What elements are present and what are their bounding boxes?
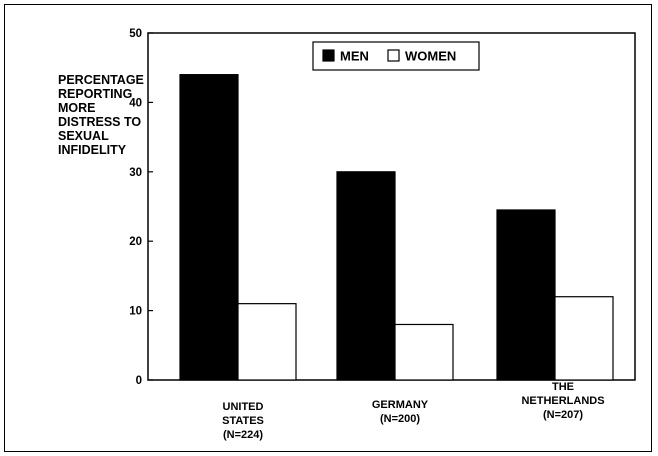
y-tick-label: 0 [136,375,142,387]
y-tick-label: 50 [129,28,142,40]
category-label: THE NETHERLANDS (N=207) [521,381,604,421]
bar-men-0 [179,74,239,381]
category-label-line: GERMANY [372,399,429,411]
category-label-line: (N=207) [543,409,583,421]
legend-label-women: WOMEN [405,49,456,64]
category-label-line: STATES [222,415,264,427]
legend-label-men: MEN [340,49,369,64]
y-tick-label: 40 [129,97,142,109]
bar-women-2 [554,296,614,381]
category-label-line: THE [552,381,574,393]
bar-men-2 [496,209,556,381]
category-label: GERMANY (N=200) [372,399,429,425]
legend-swatch-men [322,49,335,62]
legend-swatch-women [387,49,400,62]
category-label-line: UNITED [223,401,264,413]
category-label: UNITED STATES (N=224) [222,401,264,441]
category-label-line: (N=224) [223,429,263,441]
bar-women-0 [237,303,297,381]
y-tick-label: 30 [129,167,142,179]
bar-men-1 [336,171,396,381]
y-axis-label: PERCENTAGE REPORTING MORE DISTRESS TO SE… [58,73,144,157]
category-label-line: (N=200) [380,413,420,425]
bar-women-1 [394,323,454,381]
y-tick-label: 10 [129,306,142,318]
y-tick-label: 20 [129,236,142,248]
category-label-line: NETHERLANDS [521,395,604,407]
